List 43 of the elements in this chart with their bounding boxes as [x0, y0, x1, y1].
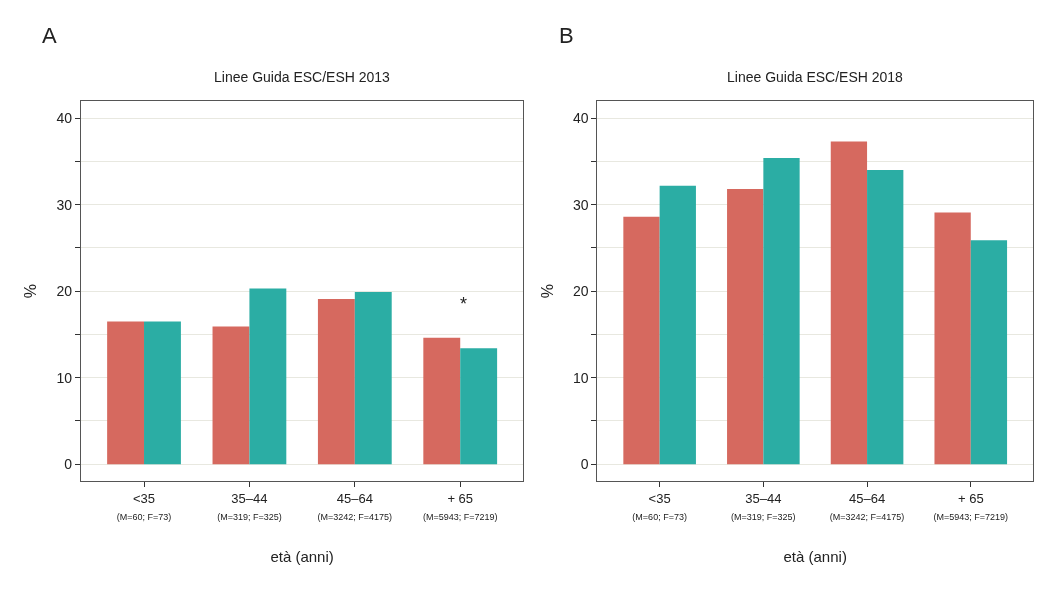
- x-axis-title: età (anni): [270, 547, 334, 565]
- bar: [659, 185, 696, 465]
- y-tick-label: 20: [573, 283, 589, 300]
- y-tick-label: 30: [56, 196, 73, 213]
- bar: [317, 298, 355, 465]
- y-tick-label: 40: [56, 110, 73, 127]
- y-tick-label: 0: [580, 456, 589, 473]
- annotation: *: [460, 294, 468, 314]
- y-tick-label: 40: [573, 110, 589, 127]
- x-tick-label: <35 (M=60; F=73): [116, 491, 172, 522]
- bar: [212, 326, 250, 465]
- bar: [144, 321, 181, 465]
- y-axis-title: %: [22, 284, 40, 299]
- y-axis-title: %: [538, 284, 556, 299]
- x-tick-label: + 65 (M=5943; F=7219): [933, 491, 1009, 522]
- bar: [727, 189, 764, 465]
- chart-title: Linee Guida ESC/ESH 2013: [214, 69, 391, 85]
- bar: [107, 321, 145, 465]
- x-tick-label: + 65 (M=5943; F=7219): [422, 491, 498, 522]
- bar: [830, 141, 868, 465]
- text: B: [559, 23, 574, 48]
- y-tick-label: 10: [573, 369, 589, 386]
- bar: [423, 337, 461, 465]
- bar: [970, 240, 1008, 465]
- y-tick-label: 0: [64, 456, 73, 473]
- bar: [354, 292, 392, 465]
- y-tick-label: 30: [573, 196, 589, 213]
- x-tick-label: 45–64 (M=3242; F=4175): [829, 491, 905, 522]
- bar: [249, 288, 287, 465]
- text: A: [42, 23, 57, 48]
- x-tick-label: 45–64 (M=3242; F=4175): [317, 491, 393, 522]
- x-tick-label: 35–44 (M=319; F=325): [731, 491, 796, 522]
- chart-title: Linee Guida ESC/ESH 2018: [727, 69, 904, 85]
- bar: [763, 157, 800, 465]
- y-tick-label: 10: [56, 369, 73, 386]
- bar: [460, 348, 498, 465]
- x-tick-label: <35 (M=60; F=73): [632, 491, 687, 522]
- bar: [623, 216, 660, 465]
- bar: [934, 212, 971, 465]
- x-axis-title: età (anni): [783, 547, 847, 565]
- x-tick-label: 35–44 (M=319; F=325): [217, 491, 282, 522]
- y-tick-label: 20: [56, 283, 73, 300]
- bar: [867, 170, 904, 465]
